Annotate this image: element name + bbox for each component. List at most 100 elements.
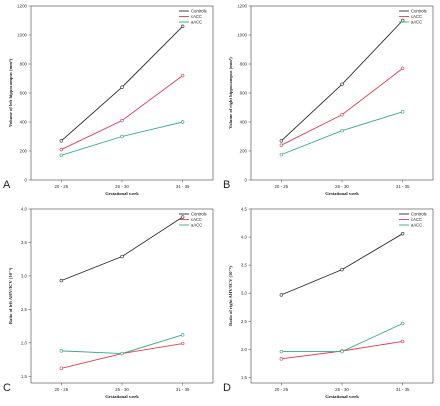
y-tick-label: 3,0	[241, 291, 248, 296]
y-tick-label: 4,5	[241, 207, 248, 212]
data-point-controls	[340, 267, 344, 272]
x-tick-label: 31 - 35	[396, 184, 410, 189]
y-tick-label: 1000	[17, 33, 27, 38]
x-axis-label: Gestational week	[325, 394, 359, 399]
data-point-aacc	[180, 120, 185, 124]
x-tick-label: 26 - 30	[115, 387, 129, 392]
x-tick-label: 31 - 35	[176, 387, 190, 392]
data-point-cacc	[59, 147, 64, 152]
series-line-controls	[281, 20, 403, 142]
legend-label: cACC	[191, 217, 202, 222]
series-line-aacc	[281, 323, 403, 353]
x-tick-label: 20 - 25	[54, 184, 68, 189]
y-tick-label: 4,0	[21, 207, 28, 212]
data-point-controls	[120, 85, 124, 89]
data-point-cacc	[400, 339, 405, 344]
x-axis-label: Gestational week	[105, 191, 139, 196]
data-point-cacc	[279, 143, 284, 147]
y-tick-label: 2,0	[21, 340, 28, 345]
y-tick-label: 2,5	[241, 319, 248, 324]
x-axis-label: Gestational week	[325, 191, 359, 196]
x-tick-label: 31 - 35	[396, 387, 410, 392]
y-tick-label: 800	[20, 62, 28, 67]
y-tick-label: 2,0	[241, 347, 248, 352]
data-point-cacc	[180, 341, 185, 346]
legend-label: Controls	[191, 9, 207, 14]
data-point-aacc	[120, 134, 124, 139]
y-tick-label: 4,0	[241, 235, 248, 240]
y-tick-label: 1200	[17, 4, 27, 9]
data-point-aacc	[340, 129, 344, 133]
x-tick-label: 20 - 25	[54, 387, 68, 392]
data-point-controls	[400, 18, 405, 23]
data-point-aacc	[340, 349, 344, 354]
panel-label: D	[223, 382, 231, 394]
x-tick-label: 20 - 25	[274, 184, 288, 189]
data-point-cacc	[400, 66, 405, 71]
data-point-controls	[59, 139, 64, 143]
chart-panel-b: 0 200 400 600 800 1000 1200 20 - 25 26 - 30 31 - …	[223, 4, 434, 196]
data-point-controls	[120, 254, 124, 259]
x-axis-label: Gestational week	[105, 394, 139, 399]
y-tick-label: 1200	[237, 4, 247, 9]
plot-frame	[30, 208, 214, 384]
chart-panel-c: 1,5 2,0 2,5 3,0 3,5 4,0 20 - 25 26 - 30 31 - 35 G…	[3, 207, 214, 399]
y-axis-label: Volume of right hippocampus (mm³)	[228, 57, 233, 129]
data-point-aacc	[59, 153, 64, 158]
x-tick-label: 26 - 30	[115, 184, 129, 189]
legend-label: Controls	[191, 212, 207, 217]
series-line-aacc	[61, 334, 183, 355]
x-tick-label: 20 - 25	[274, 387, 288, 392]
series-line-cacc	[281, 67, 403, 146]
y-tick-label: 600	[240, 91, 248, 96]
data-point-cacc	[120, 118, 124, 123]
series-line-aacc	[281, 111, 403, 156]
y-tick-label: 1,5	[21, 374, 28, 379]
x-tick-label: 26 - 30	[335, 184, 349, 189]
y-tick-label: 0	[25, 178, 28, 183]
legend-label: Controls	[411, 212, 427, 217]
legend-label: aACC	[191, 20, 202, 25]
data-point-aacc	[180, 333, 185, 337]
y-axis-label: Volume of left hippocampus (mm³)	[8, 58, 13, 127]
data-point-cacc	[340, 113, 344, 117]
y-tick-label: 400	[240, 120, 248, 125]
data-point-aacc	[59, 349, 64, 353]
y-tick-label: 400	[20, 120, 28, 125]
panel-label: A	[3, 179, 11, 191]
plot-frame	[250, 208, 434, 384]
data-point-cacc	[59, 366, 64, 370]
legend-label: aACC	[411, 223, 422, 228]
y-tick-label: 200	[20, 149, 28, 154]
data-point-aacc	[279, 349, 284, 354]
y-tick-label: 0	[245, 178, 248, 183]
plot-frame	[30, 5, 214, 181]
y-tick-label: 3,0	[21, 273, 28, 278]
legend-label: aACC	[191, 223, 202, 228]
series-line-controls	[61, 216, 183, 282]
chart-panel-a: 0 200 400 600 800 1000 1200 20 - 25 26 - 30 31 - …	[3, 4, 214, 196]
data-point-controls	[59, 278, 64, 283]
legend-label: Controls	[411, 9, 427, 14]
data-point-cacc	[180, 73, 185, 78]
series-line-controls	[281, 233, 403, 296]
y-tick-label: 1,5	[241, 375, 248, 380]
y-axis-label: Ratio of left AHV/ICV (10⁻³)	[8, 267, 13, 324]
y-tick-label: 600	[20, 91, 28, 96]
chart-panel-d: 1,5 2,0 2,5 3,0 3,5 4,0 4,5 20 - 25 26 - 30 31 - …	[223, 207, 434, 399]
y-axis-label: Ratio of right AHV/ICV (10⁻³)	[228, 266, 233, 326]
y-tick-label: 2,5	[21, 307, 28, 312]
y-tick-label: 800	[240, 62, 248, 67]
y-tick-label: 1000	[237, 33, 247, 38]
y-tick-label: 3,5	[21, 240, 28, 245]
data-point-controls	[340, 82, 344, 87]
x-tick-label: 26 - 30	[335, 387, 349, 392]
y-tick-label: 3,5	[241, 263, 248, 268]
panel-label: C	[3, 382, 11, 394]
data-point-controls	[180, 24, 185, 28]
series-line-aacc	[61, 121, 183, 156]
y-tick-label: 200	[240, 149, 248, 154]
data-point-controls	[180, 215, 185, 219]
legend-label: cACC	[411, 217, 422, 222]
